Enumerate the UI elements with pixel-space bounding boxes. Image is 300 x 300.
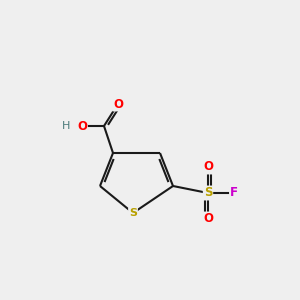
Text: H: H — [62, 121, 70, 131]
Text: S: S — [129, 208, 137, 218]
Text: F: F — [230, 187, 238, 200]
Text: O: O — [203, 212, 213, 226]
Text: S: S — [204, 187, 212, 200]
Text: O: O — [203, 160, 213, 173]
Text: O: O — [77, 119, 87, 133]
Text: O: O — [113, 98, 123, 110]
